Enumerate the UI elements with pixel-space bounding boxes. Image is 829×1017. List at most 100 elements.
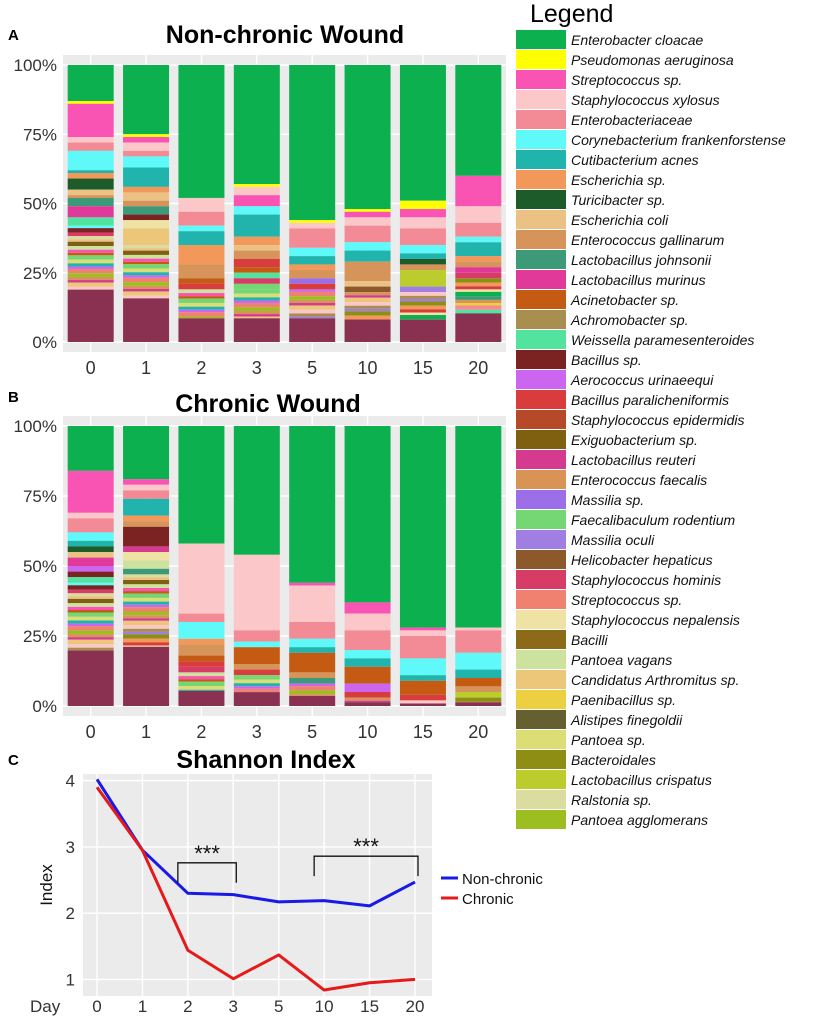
bar-segment xyxy=(123,607,170,612)
legend-swatch xyxy=(516,770,566,789)
y-tick-label: 4 xyxy=(66,772,75,791)
bar-segment xyxy=(67,546,114,552)
legend-swatch xyxy=(516,230,566,249)
bar-segment xyxy=(67,598,114,604)
bar-segment xyxy=(67,232,114,237)
legend-item-label: Lactobacillus reuteri xyxy=(571,452,696,468)
bar-segment xyxy=(178,211,225,226)
panel-label-c: C xyxy=(8,752,19,769)
bar-segment xyxy=(178,306,225,310)
bar-segment xyxy=(399,680,446,695)
bar-segment xyxy=(233,293,280,298)
bar-segment xyxy=(123,288,170,292)
bar-segment xyxy=(123,220,170,229)
chart-title-nonchronic: Non-chronic Wound xyxy=(166,21,404,49)
bar-segment xyxy=(123,580,170,585)
bar-segment xyxy=(399,65,446,201)
legend-item-label: Lactobacillus murinus xyxy=(571,272,706,288)
bar-segment xyxy=(233,675,280,680)
bar-segment xyxy=(233,283,280,290)
bar-segment xyxy=(123,214,170,221)
bar-segment xyxy=(233,664,280,670)
legend-item-label: Escherichia coli xyxy=(571,212,669,228)
bar-segment xyxy=(399,298,446,302)
y-tick-label: 0% xyxy=(32,333,57,352)
legend-item-label: Staphylococcus epidermidis xyxy=(571,412,745,428)
legend-item-label: Massilia oculi xyxy=(571,532,655,548)
bar-segment xyxy=(455,426,502,628)
bar-segment xyxy=(344,242,391,251)
bar-segment xyxy=(344,281,391,287)
y-axis-label: Index xyxy=(37,864,56,906)
bar-segment xyxy=(289,683,336,687)
bar-segment xyxy=(123,515,170,522)
bar-segment xyxy=(123,65,170,135)
bar-segment xyxy=(233,272,280,279)
bar-segment xyxy=(455,242,502,257)
bar-segment xyxy=(178,298,225,303)
bar-segment xyxy=(289,582,336,586)
bar-segment xyxy=(123,186,170,193)
legend-item-label: Pantoea vagans xyxy=(571,652,672,668)
bar-segment xyxy=(344,65,391,210)
bar-segment xyxy=(67,178,114,190)
x-tick-label: 20 xyxy=(406,997,425,1016)
bar-segment xyxy=(289,302,336,306)
legend-swatch xyxy=(516,610,566,629)
bar-segment xyxy=(399,264,446,270)
legend-swatch xyxy=(516,810,566,829)
y-tick-label: 25% xyxy=(23,627,57,646)
bar-segment xyxy=(123,254,170,259)
x-tick-label: 1 xyxy=(138,997,147,1016)
bar-segment xyxy=(67,589,114,594)
bar-segment xyxy=(233,554,280,631)
bar-segment xyxy=(178,264,225,279)
bar-segment xyxy=(67,197,114,207)
bar-segment xyxy=(67,103,114,138)
bar-segment xyxy=(67,252,114,256)
bar-segment xyxy=(178,318,225,342)
bar-segment xyxy=(178,655,225,662)
bar-segment xyxy=(67,276,114,281)
bar-segment xyxy=(123,285,170,289)
bar-segment xyxy=(178,638,225,645)
bar-segment xyxy=(455,702,502,706)
y-tick-label: 75% xyxy=(23,487,57,506)
bar-segment xyxy=(123,593,170,598)
legend-swatch xyxy=(516,450,566,469)
x-tick-label: 2 xyxy=(196,358,206,378)
bar-segment xyxy=(455,309,502,314)
bar-segment xyxy=(123,615,170,619)
bar-segment xyxy=(123,137,170,143)
bar-segment xyxy=(233,184,280,187)
bar-segment xyxy=(344,295,391,298)
legend-swatch xyxy=(516,430,566,449)
bar-segment xyxy=(178,231,225,246)
bar-segment xyxy=(67,650,114,706)
bar-segment xyxy=(67,637,114,640)
bar-segment xyxy=(344,315,391,320)
panel-label-b: B xyxy=(8,389,19,406)
bar-segment xyxy=(67,532,114,541)
legend-swatch xyxy=(516,270,566,289)
bar-segment xyxy=(233,195,280,207)
bar-segment xyxy=(344,630,391,650)
bar-segment xyxy=(67,557,114,566)
bar-segment xyxy=(123,591,170,594)
y-tick-label: 1 xyxy=(66,970,75,989)
bar-segment xyxy=(289,585,336,622)
bar-segment xyxy=(178,666,225,673)
bar-segment xyxy=(289,289,336,292)
bar-segment xyxy=(178,197,225,212)
bar-segment xyxy=(289,264,336,270)
bar-segment xyxy=(178,681,225,686)
legend-swatch xyxy=(516,110,566,129)
bar-segment xyxy=(123,250,170,255)
legend-item-label: Weissella paramesenteroides xyxy=(571,332,754,348)
bar-segment xyxy=(455,627,502,631)
legend-swatch xyxy=(516,750,566,769)
bar-segment xyxy=(67,566,114,572)
bar-segment xyxy=(67,552,114,558)
bar-segment xyxy=(399,312,446,316)
bar-segment xyxy=(123,584,170,588)
